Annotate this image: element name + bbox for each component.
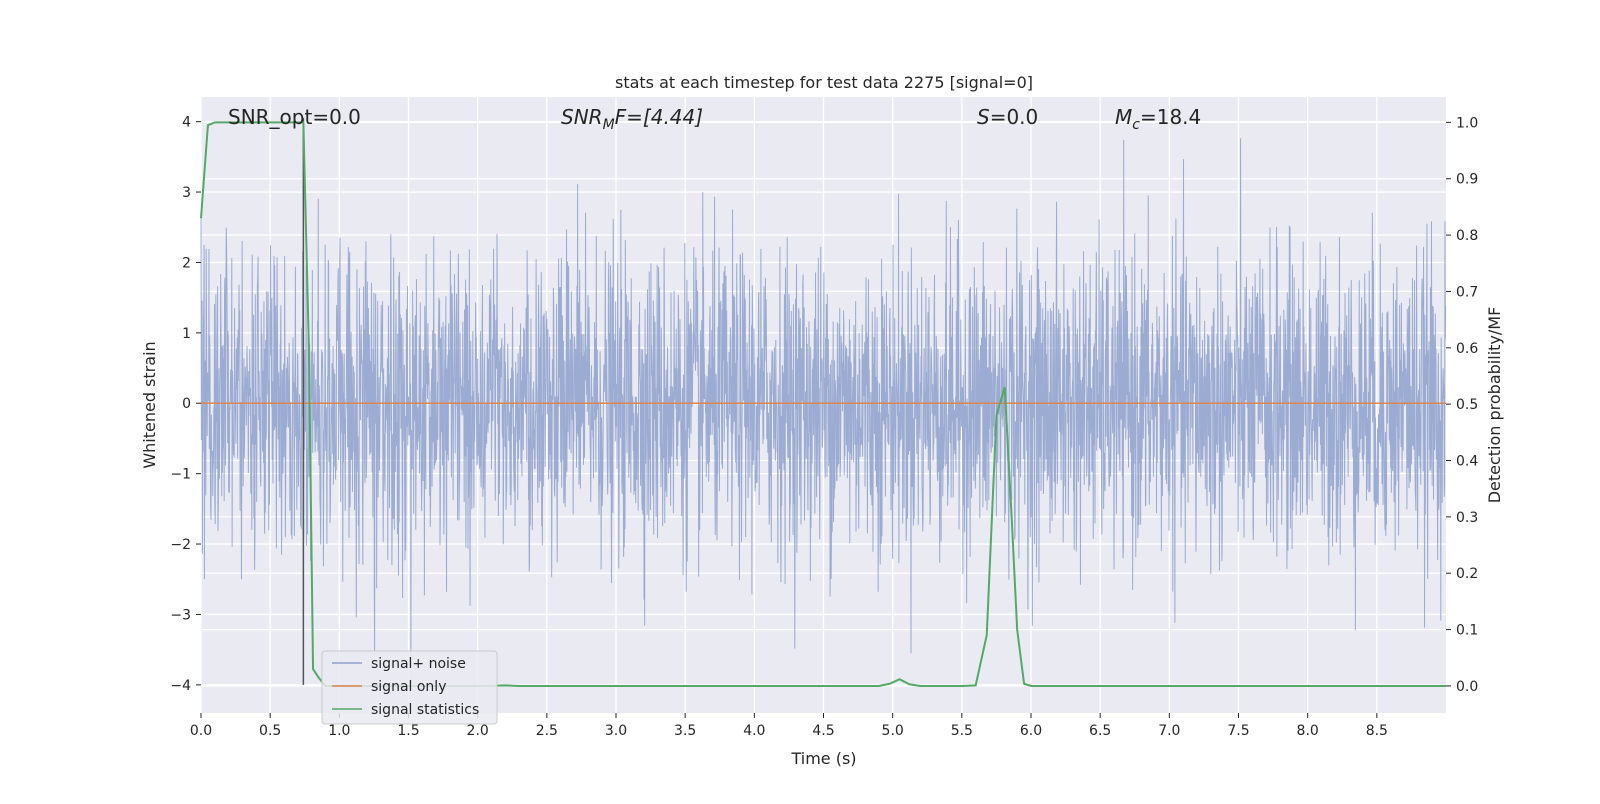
legend-label-signal-noise: signal+ noise <box>371 656 466 672</box>
annotation-snr-mf-sub: M <box>603 117 615 133</box>
signal-noise-series <box>200 138 1447 656</box>
x-tick-label: 4.5 <box>812 723 834 739</box>
x-axis-ticks: 0.0 0.5 1.0 1.5 2.0 2.5 3.0 3.5 4.0 4.5 5.0 5.5 6.0 6… <box>190 713 1388 739</box>
y-left-tick-label: −3 <box>170 607 191 623</box>
annotation-snr-mf: SNRMF=[4.44] <box>561 105 703 133</box>
y-left-tick-label: 4 <box>182 115 191 131</box>
y-right-tick-label: 0.2 <box>1456 566 1478 582</box>
annotation-s-rest: =0.0 <box>990 105 1039 129</box>
chart-title: stats at each timestep for test data 227… <box>615 73 1033 92</box>
annotation-snr-opt: SNR_opt=0.0 <box>228 105 361 129</box>
y-axis-left-ticks: 4 3 2 1 0 −1 −2 −3 −4 <box>170 115 201 694</box>
y-right-tick-label: 1.0 <box>1456 115 1478 131</box>
x-tick-label: 5.5 <box>951 723 973 739</box>
legend-box <box>321 650 498 725</box>
signal-statistics-line <box>200 121 1446 687</box>
y-right-tick-label: 0.1 <box>1456 623 1478 639</box>
y-axis-left-label: Whitened strain <box>140 341 159 468</box>
x-tick-label: 7.0 <box>1158 723 1180 739</box>
x-tick-label: 0.0 <box>190 723 212 739</box>
x-tick-label: 6.0 <box>1020 723 1042 739</box>
y-left-tick-label: 1 <box>182 326 191 342</box>
x-axis-label: Time (s) <box>790 749 856 768</box>
x-tick-label: 3.5 <box>674 723 696 739</box>
x-tick-label: 8.0 <box>1297 723 1319 739</box>
y-axis-right-ticks: 1.0 0.9 0.8 0.7 0.6 0.5 0.4 0.3 0.2 0.1 0.0 <box>1446 115 1478 695</box>
y-left-tick-label: −1 <box>170 467 191 483</box>
annotation-mc-sub: c <box>1132 117 1140 133</box>
legend: signal+ noise signal only signal statist… <box>321 650 498 725</box>
y-right-tick-label: 0.6 <box>1456 341 1478 357</box>
annotation-mc-rest: =18.4 <box>1140 105 1201 129</box>
x-tick-label: 0.5 <box>259 723 281 739</box>
y-left-tick-label: 0 <box>182 396 191 412</box>
annotation-snr-mf-rest: F=[4.44] <box>615 105 703 129</box>
y-right-tick-label: 0.0 <box>1456 679 1478 695</box>
x-tick-label: 5.0 <box>882 723 904 739</box>
y-axis-right-label: Detection probability/MF <box>1485 307 1504 504</box>
y-left-tick-label: 2 <box>182 255 191 271</box>
x-tick-label: 2.0 <box>467 723 489 739</box>
y-left-tick-label: −4 <box>170 678 191 694</box>
annotation-mc-main: M <box>1115 105 1132 129</box>
x-tick-label: 4.0 <box>743 723 765 739</box>
annotation-snr-mf-main: SNR <box>561 105 603 129</box>
signal-statistics-series <box>200 121 1446 687</box>
y-right-tick-label: 0.9 <box>1456 172 1478 188</box>
legend-label-signal-statistics: signal statistics <box>371 702 479 718</box>
annotation-mc: Mc=18.4 <box>1115 105 1201 133</box>
y-right-tick-label: 0.3 <box>1456 510 1478 526</box>
x-tick-label: 1.0 <box>328 723 350 739</box>
y-right-tick-label: 0.4 <box>1456 454 1478 470</box>
annotation-s: S=0.0 <box>977 105 1038 129</box>
legend-label-signal-only: signal only <box>371 679 446 695</box>
y-left-tick-label: 3 <box>182 185 191 201</box>
y-right-tick-label: 0.8 <box>1456 228 1478 244</box>
y-left-tick-label: −2 <box>170 537 191 553</box>
x-tick-label: 8.5 <box>1366 723 1388 739</box>
x-tick-label: 6.5 <box>1089 723 1111 739</box>
x-tick-label: 2.5 <box>536 723 558 739</box>
y-right-tick-label: 0.5 <box>1456 397 1478 413</box>
signal-noise-line <box>200 138 1447 656</box>
y-right-tick-label: 0.7 <box>1456 284 1478 300</box>
x-tick-label: 7.5 <box>1227 723 1249 739</box>
x-tick-label: 1.5 <box>397 723 419 739</box>
x-tick-label: 3.0 <box>605 723 627 739</box>
annotation-s-main: S <box>977 105 990 129</box>
